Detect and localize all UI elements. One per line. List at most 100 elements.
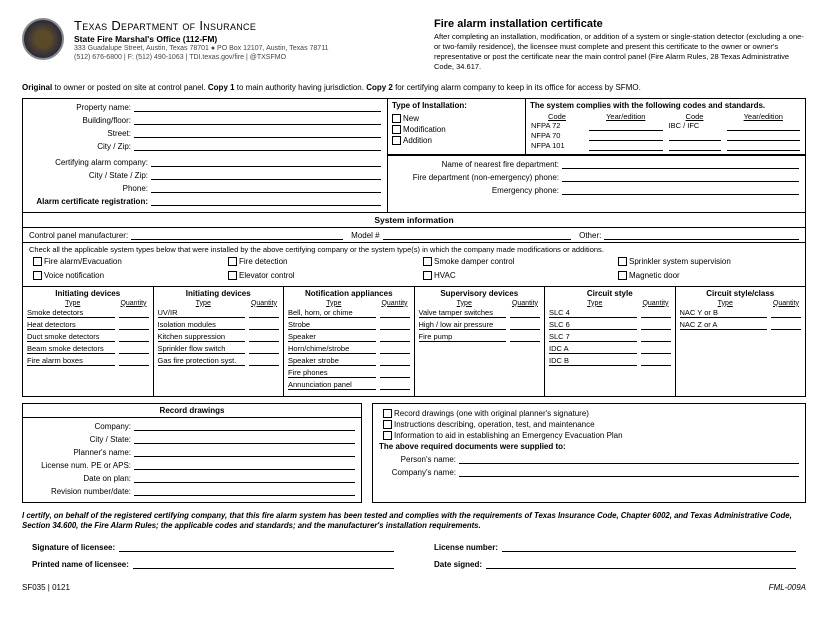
- dev-qty[interactable]: [119, 308, 149, 318]
- dev-qty[interactable]: [641, 356, 671, 366]
- rec-field-5[interactable]: [134, 486, 355, 496]
- lbl-street: Street:: [29, 129, 134, 138]
- dev-qty[interactable]: [380, 332, 410, 342]
- copies-original: Original: [22, 83, 52, 92]
- checkbox[interactable]: [33, 271, 42, 280]
- sup-lbl-1: Company's name:: [379, 468, 459, 477]
- dev-qty[interactable]: [510, 320, 540, 330]
- dev-qty[interactable]: [771, 308, 801, 318]
- dev-qty[interactable]: [510, 332, 540, 342]
- field-phone[interactable]: [151, 183, 381, 193]
- field-cpm[interactable]: [131, 230, 343, 240]
- checkbox[interactable]: [423, 271, 432, 280]
- dev-type: NAC Z or A: [680, 320, 768, 330]
- field-nfpa101[interactable]: [589, 141, 663, 151]
- field-sig[interactable]: [119, 541, 394, 552]
- dev-qty[interactable]: [119, 344, 149, 354]
- seal-icon: [22, 18, 64, 60]
- field-alarmreg[interactable]: [151, 196, 381, 206]
- record-hdr: Record drawings: [23, 404, 361, 418]
- dev-qty[interactable]: [380, 356, 410, 366]
- field-printed[interactable]: [133, 558, 394, 569]
- sys-ck-6: HVAC: [423, 271, 604, 280]
- codes-section: The system complies with the following c…: [526, 99, 805, 154]
- form-title: Fire alarm installation certificate: [434, 18, 806, 30]
- field-date[interactable]: [486, 558, 796, 569]
- sys-note: Check all the applicable system types be…: [23, 243, 805, 254]
- dev-qty[interactable]: [510, 308, 540, 318]
- dev-type: Annunciation panel: [288, 380, 376, 390]
- checkbox[interactable]: [228, 271, 237, 280]
- sys-ck-1: Fire detection: [228, 257, 409, 266]
- signatures: Signature of licensee: License number: P…: [22, 541, 806, 569]
- field-property[interactable]: [134, 102, 381, 112]
- dev-qty[interactable]: [380, 344, 410, 354]
- checkbox[interactable]: [618, 271, 627, 280]
- sup-ck-0[interactable]: [383, 409, 392, 418]
- sup-ck-2[interactable]: [383, 431, 392, 440]
- dev-qty[interactable]: [249, 356, 279, 366]
- field-other[interactable]: [604, 230, 799, 240]
- dev-qty[interactable]: [380, 380, 410, 390]
- dev-qty[interactable]: [249, 332, 279, 342]
- addr2: (512) 676-6800 | F: (512) 490-1063 | TDI…: [74, 53, 414, 62]
- sup-field-0[interactable]: [459, 454, 799, 464]
- property-section: Property name: Building/floor: Street: C…: [23, 99, 388, 212]
- dev-qty[interactable]: [380, 320, 410, 330]
- rec-field-2[interactable]: [134, 447, 355, 457]
- rec-field-1[interactable]: [134, 434, 355, 444]
- dev-type: Beam smoke detectors: [27, 344, 115, 354]
- field-certco[interactable]: [151, 157, 381, 167]
- ck-mod[interactable]: [392, 125, 401, 134]
- field-firedept[interactable]: [562, 159, 799, 169]
- ck-new[interactable]: [392, 114, 401, 123]
- dev-qty[interactable]: [641, 344, 671, 354]
- dev-qty[interactable]: [380, 308, 410, 318]
- field-nfpa72[interactable]: [589, 121, 663, 131]
- checkbox[interactable]: [33, 257, 42, 266]
- rec-field-3[interactable]: [134, 460, 355, 470]
- ck-add[interactable]: [392, 136, 401, 145]
- dev-col-0: Initiating devicesTypeQuantitySmoke dete…: [23, 287, 154, 396]
- lbl-sig: Signature of licensee:: [32, 543, 119, 552]
- dev-qty[interactable]: [119, 332, 149, 342]
- dev-qty[interactable]: [119, 320, 149, 330]
- field-emer[interactable]: [562, 185, 799, 195]
- field-licnum[interactable]: [502, 541, 796, 552]
- dev-qty[interactable]: [119, 356, 149, 366]
- dev-qty[interactable]: [641, 308, 671, 318]
- dev-qty[interactable]: [641, 332, 671, 342]
- field-street[interactable]: [134, 128, 381, 138]
- rec-field-4[interactable]: [134, 473, 355, 483]
- dev-qty[interactable]: [641, 320, 671, 330]
- field-cityzip[interactable]: [134, 141, 381, 151]
- sup-field-1[interactable]: [459, 467, 799, 477]
- rec-lbl-1: City / State:: [29, 435, 134, 444]
- dev-qty[interactable]: [249, 344, 279, 354]
- dev-qty[interactable]: [380, 368, 410, 378]
- field-ibc[interactable]: [727, 121, 801, 131]
- sup-ck-1[interactable]: [383, 420, 392, 429]
- field-noner[interactable]: [562, 172, 799, 182]
- lbl-licnum: License number:: [434, 543, 502, 552]
- form-blurb: After completing an installation, modifi…: [434, 32, 806, 73]
- dev-qty[interactable]: [771, 320, 801, 330]
- system-info: System information Control panel manufac…: [23, 212, 805, 396]
- dev-type: Valve tamper switches: [419, 308, 507, 318]
- dev-type: Heat detectors: [27, 320, 115, 330]
- dev-type: High / low air pressure: [419, 320, 507, 330]
- right-section: Type of Installation: New Modification A…: [388, 99, 805, 212]
- header-left: Texas Department of Insurance State Fire…: [74, 18, 414, 73]
- checkbox[interactable]: [618, 257, 627, 266]
- field-csz[interactable]: [151, 170, 381, 180]
- dev-qty[interactable]: [249, 320, 279, 330]
- lbl-building: Building/floor:: [29, 116, 134, 125]
- dev-qty[interactable]: [249, 308, 279, 318]
- rec-field-0[interactable]: [134, 421, 355, 431]
- field-nfpa70[interactable]: [589, 131, 663, 141]
- dev-type: Smoke detectors: [27, 308, 115, 318]
- field-building[interactable]: [134, 115, 381, 125]
- checkbox[interactable]: [423, 257, 432, 266]
- field-model[interactable]: [383, 230, 571, 240]
- checkbox[interactable]: [228, 257, 237, 266]
